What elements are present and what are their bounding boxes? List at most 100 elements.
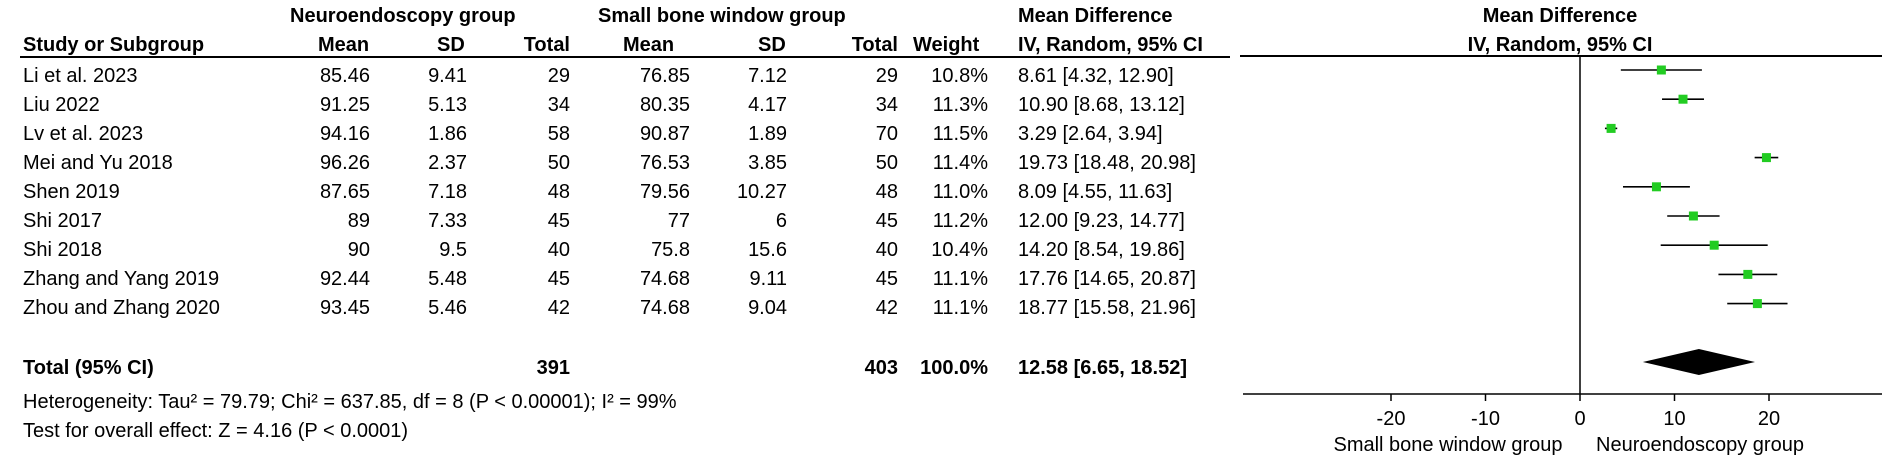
study-sd2-cell: 6 (775, 210, 787, 232)
total1-value: 391 (536, 357, 570, 379)
study-sd1-cell: 2.37 (428, 152, 467, 174)
study-sd2-cell: 4.17 (748, 94, 787, 116)
study-total2-cell: 48 (875, 181, 898, 203)
study-sd1-cell: 9.41 (428, 65, 467, 87)
effect-marker (1606, 123, 1616, 133)
study-ci-cell: 18.77 [15.58, 21.96] (1018, 297, 1196, 319)
mean2-col-header: Mean (623, 34, 675, 56)
study-weight-cell: 10.8% (931, 65, 988, 87)
study-ci-cell: 17.76 [14.65, 20.87] (1018, 268, 1196, 290)
study-sd2-cell: 9.11 (749, 268, 787, 290)
study-ci-cell: 10.90 [8.68, 13.12] (1018, 94, 1185, 116)
study-sd2-cell: 7.12 (748, 65, 787, 87)
sd1-col-header: SD (437, 34, 465, 56)
study-total2-cell: 70 (875, 123, 898, 145)
study-ci-cell: 12.00 [9.23, 14.77] (1018, 210, 1185, 232)
study-name-cell: Zhou and Zhang 2020 (23, 297, 220, 319)
total2-value: 403 (864, 357, 898, 379)
total-ci: 12.58 [6.65, 18.52] (1018, 357, 1188, 379)
study-weight-cell: 11.5% (932, 123, 988, 145)
study-sd2-cell: 9.04 (748, 297, 787, 319)
study-total2-cell: 45 (875, 268, 898, 290)
study-total1-cell: 40 (547, 239, 570, 261)
study-weight-cell: 11.2% (932, 210, 988, 232)
study-sd1-cell: 7.18 (428, 181, 467, 203)
study-name-cell: Shi 2018 (23, 239, 102, 261)
effect-marker (1688, 211, 1698, 221)
right-favors-label: Neuroendoscopy group (1596, 434, 1804, 456)
study-name-cell: Lv et al. 2023 (23, 123, 144, 145)
study-total2-cell: 40 (875, 239, 898, 261)
study-sd1-cell: 7.33 (428, 210, 467, 232)
study-total1-cell: 29 (547, 65, 570, 87)
total1-col-header: Total (523, 34, 570, 56)
study-total1-cell: 42 (547, 297, 570, 319)
study-ci-cell: 19.73 [18.48, 20.98] (1018, 152, 1196, 174)
effect-marker (1743, 269, 1753, 279)
study-name-cell: Zhang and Yang 2019 (23, 268, 220, 290)
heterogeneity-text: Heterogeneity: Tau² = 79.79; Chi² = 637.… (23, 391, 677, 413)
study-weight-cell: 11.0% (932, 181, 988, 203)
study-total1-cell: 45 (547, 268, 570, 290)
study-mean2-cell: 79.56 (639, 181, 690, 203)
overall-diamond (1642, 349, 1756, 375)
effect-marker (1709, 240, 1719, 250)
plot-header: Mean Difference (1482, 5, 1638, 27)
total-label: Total (95% CI) (23, 357, 154, 379)
left-favors-label: Small bone window group (1333, 434, 1562, 456)
study-mean1-cell: 91.25 (319, 94, 370, 116)
study-sd1-cell: 1.86 (428, 123, 467, 145)
study-weight-cell: 11.1% (932, 268, 988, 290)
study-ci-cell: 14.20 [8.54, 19.86] (1018, 239, 1185, 261)
study-weight-cell: 11.4% (932, 152, 988, 174)
study-sd2-cell: 3.85 (748, 152, 787, 174)
study-name-cell: Mei and Yu 2018 (23, 152, 173, 174)
study-sd1-cell: 5.48 (428, 268, 467, 290)
md-header: Mean Difference (1018, 5, 1173, 27)
study-name-cell: Li et al. 2023 (23, 65, 138, 87)
study-weight-cell: 11.1% (932, 297, 988, 319)
study-sd1-cell: 5.13 (428, 94, 467, 116)
overall-effect-text: Test for overall effect: Z = 4.16 (P < 0… (23, 420, 409, 442)
study-total2-cell: 50 (875, 152, 898, 174)
study-name-cell: Shen 2019 (23, 181, 120, 203)
study-total1-cell: 34 (547, 94, 570, 116)
study-mean2-cell: 80.35 (639, 94, 690, 116)
study-mean1-cell: 85.46 (319, 65, 370, 87)
group1-header: Neuroendoscopy group (290, 5, 516, 27)
effect-marker (1761, 153, 1771, 163)
study-total1-cell: 50 (547, 152, 570, 174)
study-mean2-cell: 90.87 (639, 123, 690, 145)
effect-marker (1656, 65, 1666, 75)
study-mean1-cell: 92.44 (319, 268, 370, 290)
study-mean2-cell: 76.85 (639, 65, 690, 87)
mean1-col-header: Mean (318, 34, 370, 56)
effect-marker (1678, 94, 1688, 104)
study-mean1-cell: 89 (347, 210, 370, 232)
study-total2-cell: 45 (875, 210, 898, 232)
study-ci-cell: 8.61 [4.32, 12.90] (1018, 65, 1174, 87)
md-col-subheader: IV, Random, 95% CI (1018, 34, 1203, 56)
study-name-cell: Shi 2017 (23, 210, 102, 232)
study-sd1-cell: 5.46 (428, 297, 467, 319)
study-mean1-cell: 87.65 (319, 181, 370, 203)
x-tick-label: -20 (1377, 408, 1406, 430)
total2-col-header: Total (851, 34, 898, 56)
study-mean2-cell: 74.68 (639, 297, 690, 319)
study-ci-cell: 8.09 [4.55, 11.63] (1018, 181, 1173, 203)
study-weight-cell: 10.4% (931, 239, 988, 261)
study-mean2-cell: 76.53 (639, 152, 690, 174)
plot-subheader: IV, Random, 95% CI (1467, 34, 1653, 56)
study-sd2-cell: 1.89 (748, 123, 787, 145)
x-tick-label: 20 (1758, 408, 1780, 430)
group2-header: Small bone window group (598, 5, 846, 27)
study-sd2-cell: 15.6 (748, 239, 787, 261)
study-mean2-cell: 77 (667, 210, 690, 232)
x-tick-label: -10 (1471, 408, 1500, 430)
total-weight: 100.0% (920, 357, 988, 379)
study-total2-cell: 29 (875, 65, 898, 87)
effect-marker (1752, 299, 1762, 309)
sd2-col-header: SD (758, 34, 786, 56)
effect-marker (1651, 182, 1661, 192)
x-tick-label: 0 (1574, 408, 1585, 430)
